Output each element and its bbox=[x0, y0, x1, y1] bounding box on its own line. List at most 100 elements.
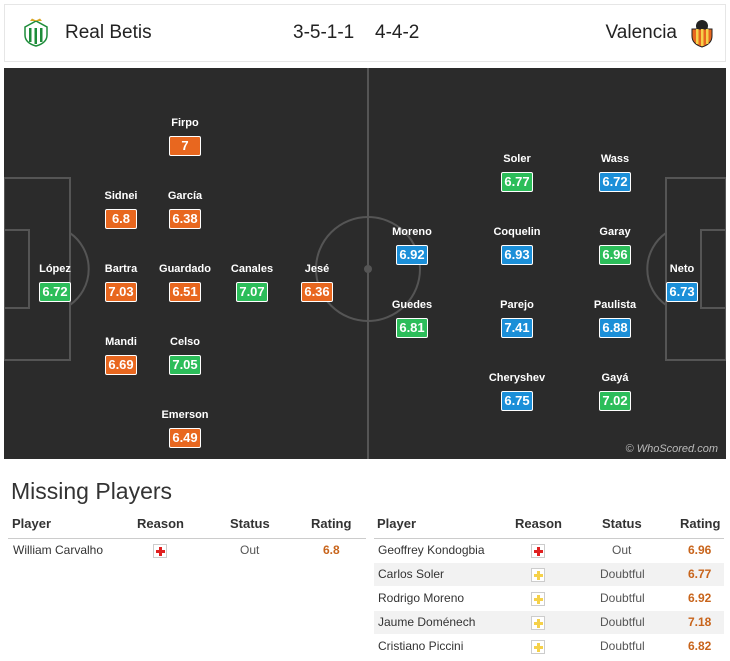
home-formation: 3-5-1-1 bbox=[293, 22, 355, 43]
rating: 6.92 bbox=[688, 591, 712, 605]
player-emerson[interactable]: Emerson 6.49 bbox=[150, 409, 220, 448]
col-reason[interactable]: Reason bbox=[515, 516, 562, 531]
player-name[interactable]: Rodrigo Moreno bbox=[378, 591, 465, 605]
col-rating[interactable]: Rating bbox=[680, 516, 721, 531]
table-row[interactable]: Jaume Doménech Doubtful 7.18 bbox=[374, 611, 724, 635]
player-firpo[interactable]: Firpo 7 bbox=[150, 117, 220, 156]
player-rating: 6.73 bbox=[666, 282, 698, 302]
player-paulista[interactable]: Paulista 6.88 bbox=[580, 299, 650, 338]
table-row[interactable]: William Carvalho Out 6.8 bbox=[8, 539, 366, 563]
player-celso[interactable]: Celso 7.05 bbox=[150, 336, 220, 375]
player-rating: 6.81 bbox=[396, 318, 428, 338]
player-name: Celso bbox=[170, 336, 200, 348]
player-name[interactable]: Jaume Doménech bbox=[378, 615, 476, 629]
table-row[interactable]: Geoffrey Kondogbia Out 6.96 bbox=[374, 539, 724, 563]
player-wass[interactable]: Wass 6.72 bbox=[580, 153, 650, 192]
player-name: Firpo bbox=[171, 117, 199, 129]
player-jese[interactable]: Jesé 6.36 bbox=[282, 263, 352, 302]
player-name: Sidnei bbox=[104, 190, 138, 202]
player-name: Guardado bbox=[159, 263, 211, 275]
col-rating[interactable]: Rating bbox=[311, 516, 352, 531]
player-name: Garay bbox=[599, 226, 631, 238]
player-bartra[interactable]: Bartra 7.03 bbox=[86, 263, 156, 302]
rating: 7.18 bbox=[688, 615, 712, 629]
player-soler[interactable]: Soler 6.77 bbox=[482, 153, 552, 192]
player-guardado[interactable]: Guardado 6.51 bbox=[150, 263, 220, 302]
player-rating: 7.07 bbox=[236, 282, 268, 302]
valencia-crest-icon[interactable] bbox=[687, 18, 717, 48]
player-rating: 6.69 bbox=[105, 355, 137, 375]
player-name: Jesé bbox=[304, 263, 330, 275]
player-rating: 7.05 bbox=[169, 355, 201, 375]
table-header: Player Reason Status Rating bbox=[8, 513, 366, 539]
player-name: Gayá bbox=[601, 372, 629, 384]
player-name: Guedes bbox=[391, 299, 433, 311]
player-name: Cheryshev bbox=[488, 372, 546, 384]
player-name: Soler bbox=[503, 153, 531, 165]
player-name[interactable]: Carlos Soler bbox=[378, 567, 445, 581]
player-guedes[interactable]: Guedes 6.81 bbox=[377, 299, 447, 338]
player-rating: 6.96 bbox=[599, 245, 631, 265]
away-formation: 4-4-2 bbox=[375, 22, 420, 43]
player-name: Neto bbox=[669, 263, 695, 275]
doubtful-icon bbox=[531, 640, 545, 654]
away-team-name[interactable]: Valencia bbox=[605, 22, 677, 43]
table-row[interactable]: Cristiano Piccini Doubtful 6.82 bbox=[374, 635, 724, 659]
player-rating: 6.36 bbox=[301, 282, 333, 302]
rating: 6.82 bbox=[688, 639, 712, 653]
table-row[interactable]: Carlos Soler Doubtful 6.77 bbox=[374, 563, 724, 587]
player-name[interactable]: William Carvalho bbox=[13, 543, 104, 557]
player-rating: 7.41 bbox=[501, 318, 533, 338]
player-coquelin[interactable]: Coquelin 6.93 bbox=[482, 226, 552, 265]
player-neto[interactable]: Neto 6.73 bbox=[647, 263, 717, 302]
col-player[interactable]: Player bbox=[377, 516, 417, 531]
doubtful-icon bbox=[531, 592, 545, 606]
player-name[interactable]: Cristiano Piccini bbox=[378, 639, 464, 653]
player-gaya[interactable]: Gayá 7.02 bbox=[580, 372, 650, 411]
player-rating: 6.77 bbox=[501, 172, 533, 192]
status: Doubtful bbox=[600, 615, 645, 629]
player-canales[interactable]: Canales 7.07 bbox=[217, 263, 287, 302]
player-name: Bartra bbox=[104, 263, 138, 275]
player-garay[interactable]: Garay 6.96 bbox=[580, 226, 650, 265]
player-name: García bbox=[167, 190, 203, 202]
formation-pitch: López 6.72 Sidnei 6.8 Bartra 7.03 Mandi … bbox=[4, 68, 726, 459]
col-status[interactable]: Status bbox=[230, 516, 270, 531]
player-rating: 6.72 bbox=[39, 282, 71, 302]
status: Out bbox=[612, 543, 632, 557]
match-header: Real Betis 3-5-1-1 4-4-2 Valencia bbox=[4, 4, 726, 62]
col-status[interactable]: Status bbox=[602, 516, 642, 531]
doubtful-icon bbox=[531, 568, 545, 582]
injury-icon bbox=[153, 544, 167, 558]
player-mandi[interactable]: Mandi 6.69 bbox=[86, 336, 156, 375]
table-row[interactable]: Rodrigo Moreno Doubtful 6.92 bbox=[374, 587, 724, 611]
player-moreno[interactable]: Moreno 6.92 bbox=[377, 226, 447, 265]
player-cheryshev[interactable]: Cheryshev 6.75 bbox=[482, 372, 552, 411]
home-missing-table: Player Reason Status Rating William Carv… bbox=[8, 513, 366, 563]
table-header: Player Reason Status Rating bbox=[374, 513, 724, 539]
pitch-markings bbox=[4, 68, 726, 459]
status: Doubtful bbox=[600, 567, 645, 581]
player-name: Canales bbox=[230, 263, 274, 275]
player-sidnei[interactable]: Sidnei 6.8 bbox=[86, 190, 156, 229]
player-lopez[interactable]: López 6.72 bbox=[20, 263, 90, 302]
col-reason[interactable]: Reason bbox=[137, 516, 184, 531]
player-rating: 6.38 bbox=[169, 209, 201, 229]
player-name: Coquelin bbox=[493, 226, 541, 238]
real-betis-crest-icon[interactable] bbox=[21, 18, 51, 48]
player-name: Parejo bbox=[500, 299, 534, 311]
player-rating: 6.8 bbox=[105, 209, 137, 229]
player-garcia[interactable]: García 6.38 bbox=[150, 190, 220, 229]
player-rating: 6.92 bbox=[396, 245, 428, 265]
status: Doubtful bbox=[600, 591, 645, 605]
player-parejo[interactable]: Parejo 7.41 bbox=[482, 299, 552, 338]
player-rating: 6.49 bbox=[169, 428, 201, 448]
player-name: Mandi bbox=[105, 336, 137, 348]
player-rating: 6.72 bbox=[599, 172, 631, 192]
rating: 6.77 bbox=[688, 567, 712, 581]
home-team-name[interactable]: Real Betis bbox=[65, 22, 152, 43]
col-player[interactable]: Player bbox=[12, 516, 52, 531]
player-name[interactable]: Geoffrey Kondogbia bbox=[378, 543, 485, 557]
away-missing-table: Player Reason Status Rating Geoffrey Kon… bbox=[374, 513, 724, 659]
player-rating: 6.93 bbox=[501, 245, 533, 265]
